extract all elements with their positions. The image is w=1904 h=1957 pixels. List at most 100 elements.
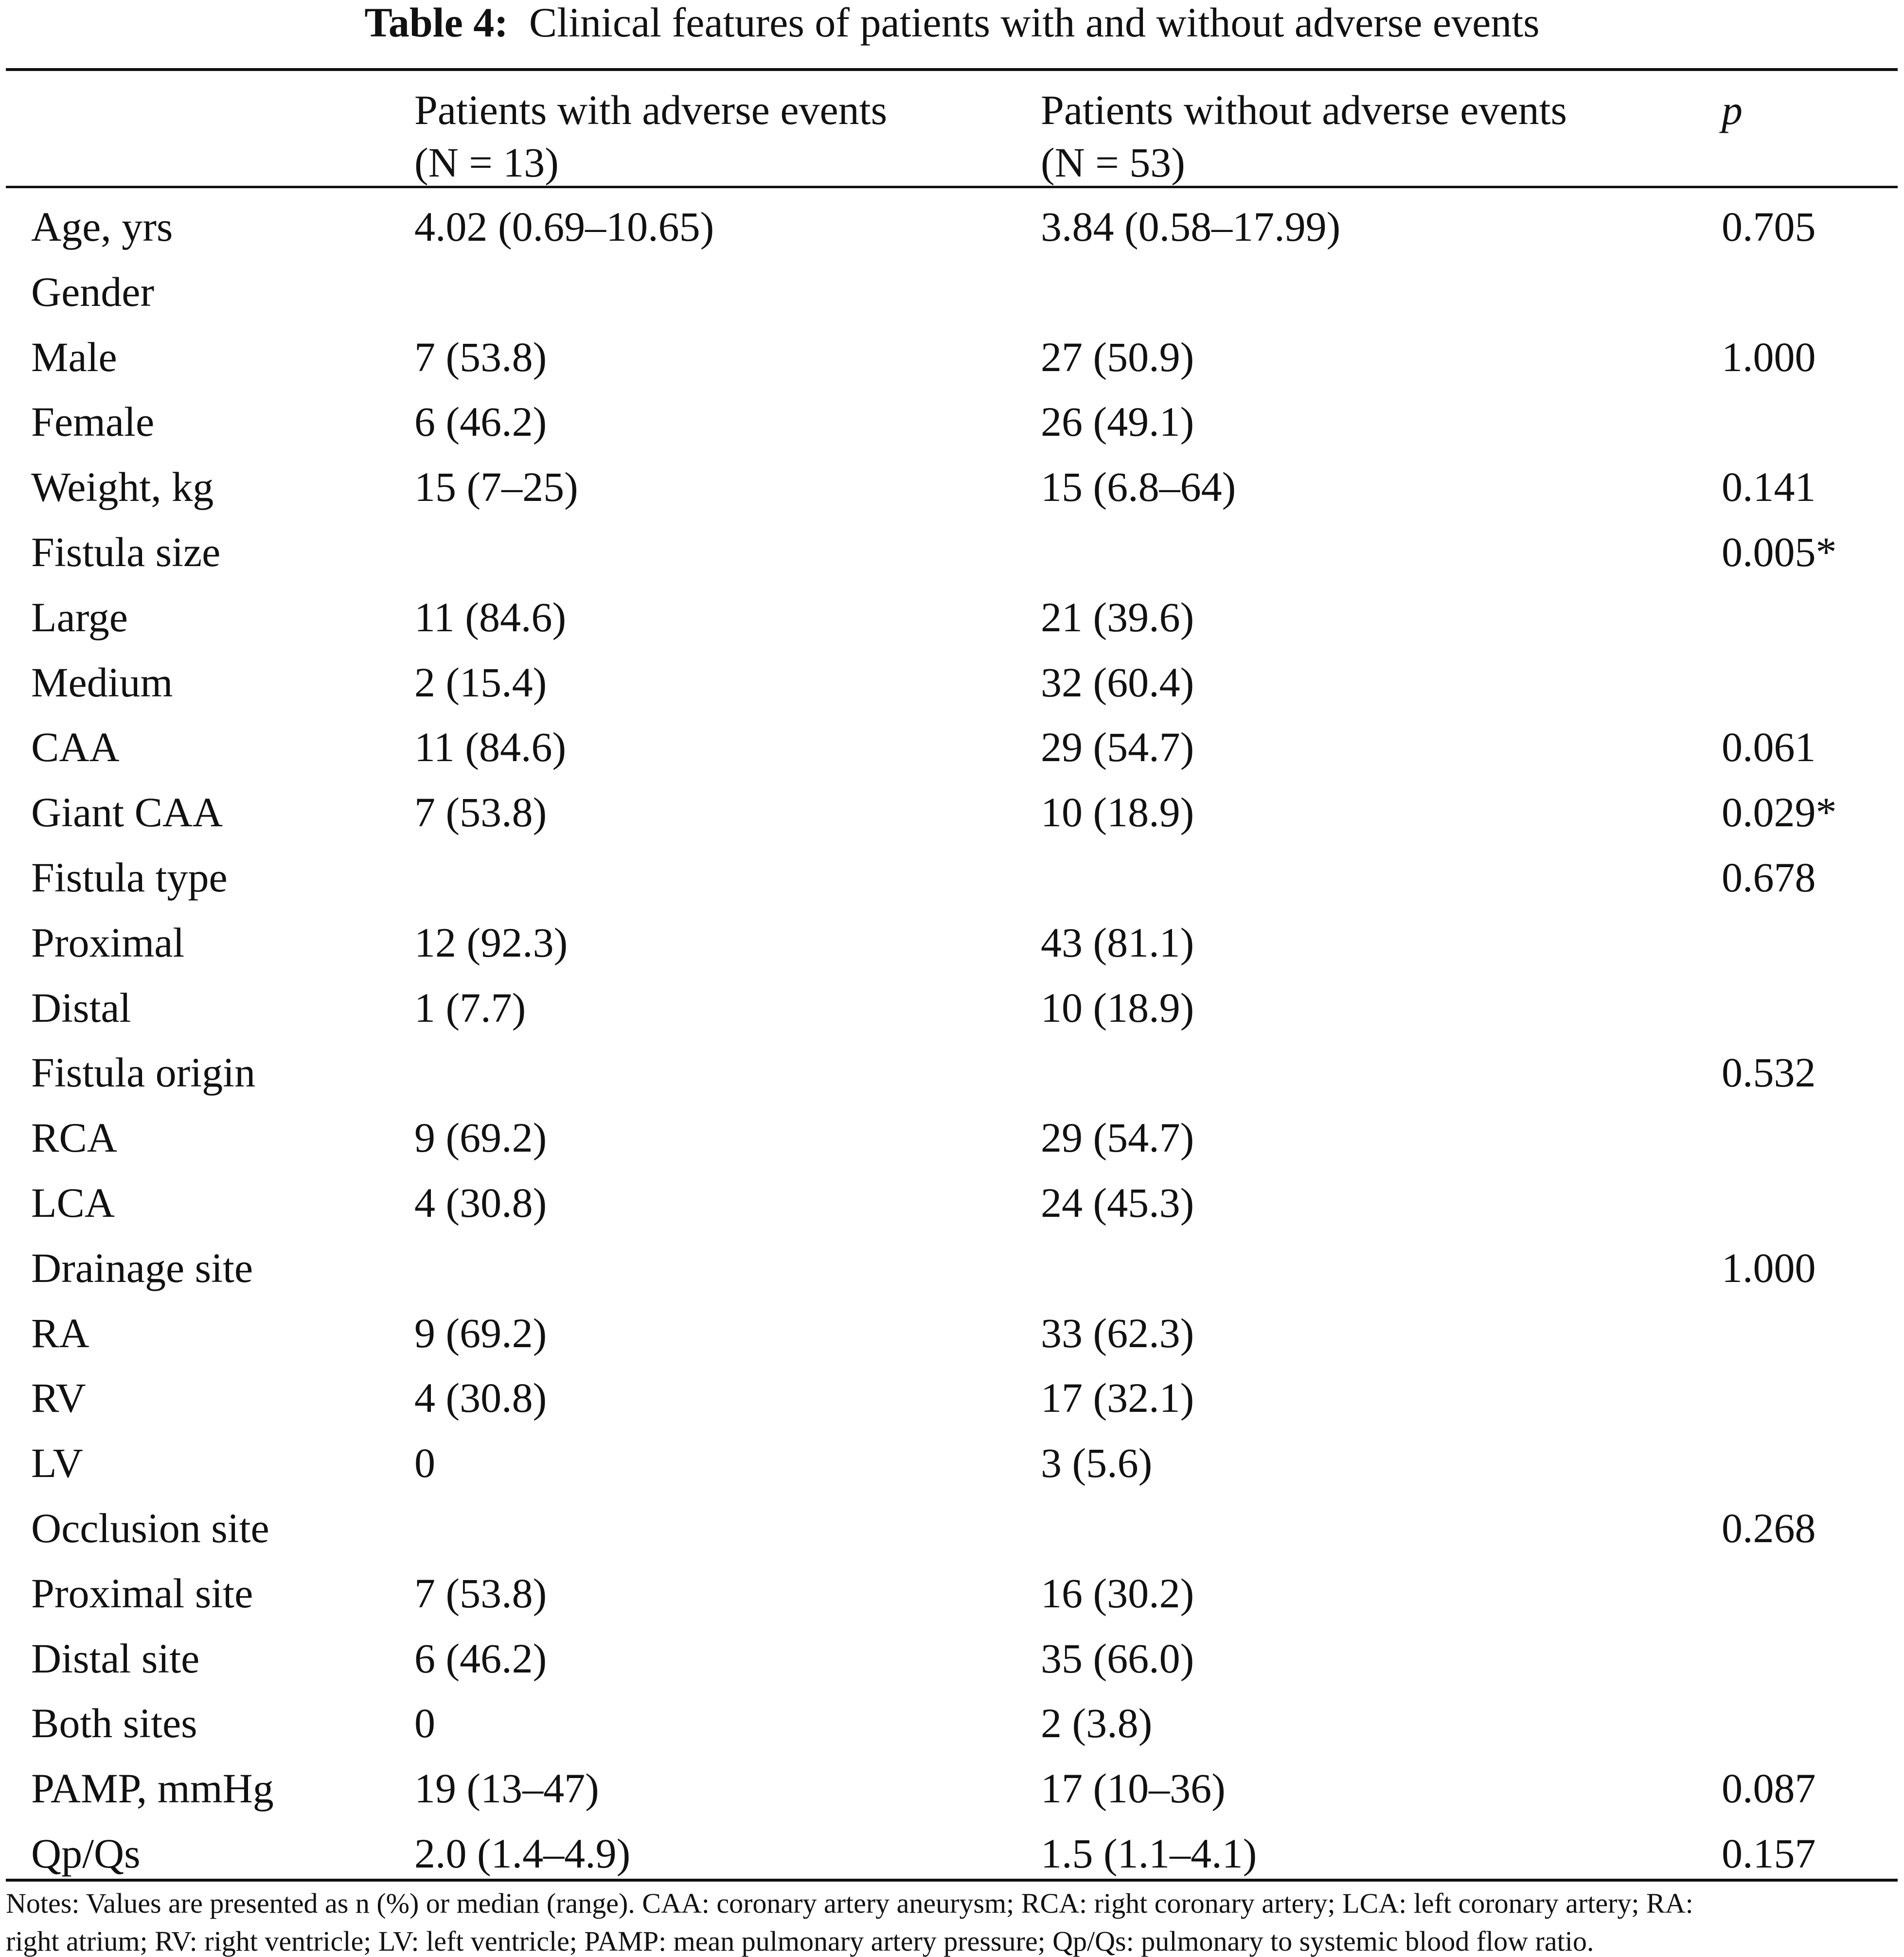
table-row: RA 9 (69.2) 33 (62.3) (0, 1301, 1904, 1366)
table-notes-line-2: right atrium; RV: right ventricle; LV: l… (6, 1925, 1594, 1957)
table-body: Age, yrs 4.02 (0.69–10.65) 3.84 (0.58–17.9… (0, 195, 1904, 1886)
column-header-p-value: p (1722, 87, 1743, 133)
cell-with-adverse-events: 4.02 (0.69–10.65) (414, 203, 714, 250)
cell-p-value: 0.141 (1722, 463, 1816, 511)
table-row: Age, yrs 4.02 (0.69–10.65) 3.84 (0.58–17.9… (0, 195, 1904, 260)
row-label: Proximal site (31, 1569, 253, 1617)
cell-without-adverse-events: 16 (30.2) (1041, 1569, 1194, 1617)
cell-with-adverse-events: 4 (30.8) (414, 1374, 547, 1422)
table-row: Weight, kg 15 (7–25) 15 (6.8–64) 0.141 (0, 455, 1904, 520)
cell-with-adverse-events: 15 (7–25) (414, 463, 578, 511)
row-label: LCA (31, 1179, 115, 1226)
cell-without-adverse-events: 15 (6.8–64) (1041, 463, 1236, 511)
cell-without-adverse-events: 3.84 (0.58–17.99) (1041, 203, 1341, 250)
cell-without-adverse-events: 43 (81.1) (1041, 919, 1194, 966)
cell-with-adverse-events: 0 (414, 1440, 435, 1487)
cell-with-adverse-events: 19 (13–47) (414, 1765, 599, 1812)
cell-without-adverse-events: 35 (66.0) (1041, 1635, 1194, 1682)
cell-without-adverse-events: 27 (50.9) (1041, 333, 1194, 380)
cell-without-adverse-events: 21 (39.6) (1041, 593, 1194, 640)
cell-p-value: 1.000 (1722, 1244, 1816, 1291)
table-row: LV 0 3 (5.6) (0, 1431, 1904, 1496)
row-label: CAA (31, 724, 120, 771)
cell-without-adverse-events: 29 (54.7) (1041, 724, 1194, 771)
column-header-with-adverse-events: Patients with adverse events (N = 13) (414, 84, 887, 189)
cell-without-adverse-events: 3 (5.6) (1041, 1440, 1153, 1487)
row-label: Age, yrs (31, 203, 173, 250)
cell-with-adverse-events: 11 (84.6) (414, 593, 567, 640)
cell-with-adverse-events: 2 (15.4) (414, 658, 547, 706)
table-row: Giant CAA 7 (53.8) 10 (18.9) 0.029* (0, 780, 1904, 845)
column-header-with-adverse-events-n: (N = 13) (414, 139, 559, 186)
cell-with-adverse-events: 6 (46.2) (414, 398, 547, 445)
cell-without-adverse-events: 10 (18.9) (1041, 789, 1194, 836)
table-row: Proximal 12 (92.3) 43 (81.1) (0, 910, 1904, 976)
column-header-without-adverse-events-n: (N = 53) (1041, 139, 1185, 186)
row-label: RCA (31, 1114, 117, 1161)
cell-without-adverse-events: 17 (32.1) (1041, 1374, 1194, 1422)
table-row: RCA 9 (69.2) 29 (54.7) (0, 1105, 1904, 1171)
table-caption-label: Table 4: (364, 0, 508, 46)
column-header-with-adverse-events-title: Patients with adverse events (414, 87, 888, 133)
column-header-without-adverse-events-title: Patients without adverse events (1041, 87, 1567, 133)
table-row: Fistula type 0.678 (0, 845, 1904, 910)
row-label: Distal site (31, 1635, 200, 1682)
table-row: Distal site 6 (46.2) 35 (66.0) (0, 1626, 1904, 1691)
row-label: RV (31, 1374, 86, 1422)
cell-with-adverse-events: 4 (30.8) (414, 1179, 547, 1226)
table-row: LCA 4 (30.8) 24 (45.3) (0, 1171, 1904, 1236)
table-row: Occlusion site 0.268 (0, 1496, 1904, 1561)
cell-p-value: 0.678 (1722, 854, 1816, 901)
cell-without-adverse-events: 1.5 (1.1–4.1) (1041, 1830, 1257, 1877)
row-label: Fistula size (31, 528, 221, 575)
table-row: PAMP, mmHg 19 (13–47) 17 (10–36) 0.087 (0, 1756, 1904, 1821)
table-row: Gender (0, 260, 1904, 325)
cell-without-adverse-events: 24 (45.3) (1041, 1179, 1194, 1226)
cell-p-value: 0.157 (1722, 1830, 1816, 1877)
table-notes-line-1: Notes: Values are presented as n (%) or … (6, 1887, 1693, 1919)
cell-with-adverse-events: 2.0 (1.4–4.9) (414, 1830, 631, 1877)
table-row: Qp/Qs 2.0 (1.4–4.9) 1.5 (1.1–4.1) 0.157 (0, 1821, 1904, 1886)
row-label: Both sites (31, 1700, 197, 1747)
cell-with-adverse-events: 0 (414, 1700, 435, 1747)
cell-without-adverse-events: 32 (60.4) (1041, 658, 1194, 706)
table-row: Drainage site 1.000 (0, 1236, 1904, 1301)
row-label: Medium (31, 658, 173, 706)
cell-p-value: 0.029* (1722, 789, 1837, 836)
row-label: RA (31, 1309, 89, 1356)
row-label: Fistula origin (31, 1049, 256, 1096)
table-caption-title: Clinical features of patients with and w… (529, 0, 1540, 46)
table-row: Fistula size 0.005* (0, 520, 1904, 585)
row-label: Female (31, 398, 155, 445)
cell-without-adverse-events: 10 (18.9) (1041, 984, 1194, 1031)
row-label: Distal (31, 984, 131, 1031)
cell-with-adverse-events: 7 (53.8) (414, 789, 547, 836)
table-notes: Notes: Values are presented as n (%) or … (6, 1885, 1898, 1957)
cell-p-value: 0.532 (1722, 1049, 1816, 1096)
table-row: Male 7 (53.8) 27 (50.9) 1.000 (0, 325, 1904, 390)
row-label: LV (31, 1440, 83, 1487)
table-row: RV 4 (30.8) 17 (32.1) (0, 1366, 1904, 1431)
cell-without-adverse-events: 2 (3.8) (1041, 1700, 1153, 1747)
table-caption: Table 4: Clinical features of patients w… (0, 0, 1904, 53)
cell-with-adverse-events: 11 (84.6) (414, 724, 567, 771)
cell-with-adverse-events: 9 (69.2) (414, 1309, 547, 1356)
table-row: Proximal site 7 (53.8) 16 (30.2) (0, 1561, 1904, 1626)
cell-p-value: 0.061 (1722, 724, 1816, 771)
cell-with-adverse-events: 7 (53.8) (414, 333, 547, 380)
table-row: Medium 2 (15.4) 32 (60.4) (0, 650, 1904, 715)
row-label: Giant CAA (31, 789, 223, 836)
table-row: Female 6 (46.2) 26 (49.1) (0, 390, 1904, 455)
row-label: Male (31, 333, 117, 380)
cell-p-value: 0.268 (1722, 1504, 1816, 1551)
cell-with-adverse-events: 1 (7.7) (414, 984, 526, 1031)
cell-without-adverse-events: 17 (10–36) (1041, 1765, 1226, 1812)
cell-without-adverse-events: 29 (54.7) (1041, 1114, 1194, 1161)
cell-p-value: 0.087 (1722, 1765, 1816, 1812)
cell-without-adverse-events: 33 (62.3) (1041, 1309, 1194, 1356)
table-row: Large 11 (84.6) 21 (39.6) (0, 585, 1904, 650)
cell-with-adverse-events: 12 (92.3) (414, 919, 568, 966)
table-row: Distal 1 (7.7) 10 (18.9) (0, 976, 1904, 1041)
table-bottom-rule (6, 1879, 1898, 1882)
